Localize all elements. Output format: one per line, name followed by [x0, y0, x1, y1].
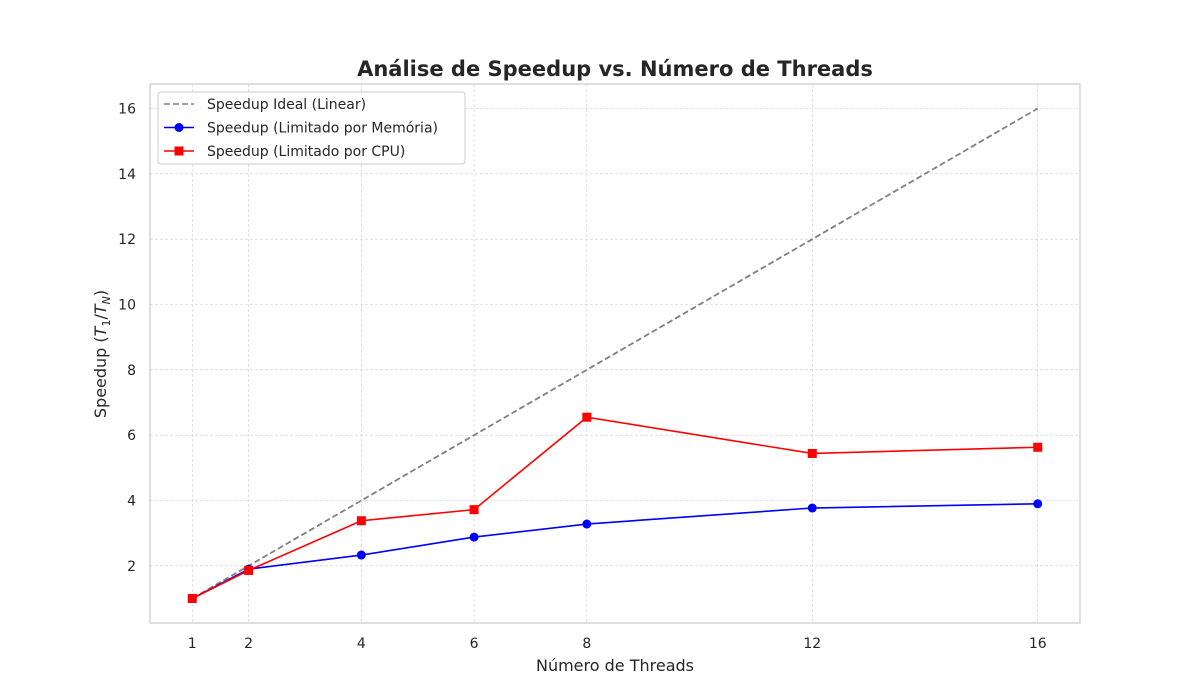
data-point-circle	[469, 532, 479, 542]
y-tick-label: 2	[127, 559, 136, 575]
series-2	[187, 412, 1043, 603]
y-tick-label: 14	[118, 167, 136, 183]
data-point-square	[582, 412, 592, 422]
x-tick-label: 1	[188, 636, 197, 652]
chart-title: Análise de Speedup vs. Número de Threads	[357, 57, 873, 81]
data-point-square	[807, 448, 817, 458]
plot-frame	[149, 83, 1081, 624]
y-axis-label: Speedup (T1/TN)	[91, 290, 113, 418]
legend-label: Speedup (Limitado por Memória)	[207, 121, 438, 137]
y-tick-label: 10	[118, 298, 136, 314]
x-tick-label: 2	[244, 636, 253, 652]
x-tick-label: 12	[803, 636, 821, 652]
data-point-circle	[356, 550, 366, 560]
grid-layer	[150, 84, 1080, 623]
data-point-circle	[1033, 499, 1043, 509]
data-point-circle	[807, 503, 817, 513]
data-point-square	[244, 565, 254, 575]
x-axis-label: Número de Threads	[536, 656, 694, 675]
x-tick-label: 4	[357, 636, 366, 652]
series-line	[191, 107, 1039, 600]
legend-item: Speedup (Limitado por CPU)	[164, 144, 405, 160]
x-tick-label: 16	[1029, 636, 1047, 652]
legend-label: Speedup (Limitado por CPU)	[207, 144, 405, 160]
x-tick-label: 8	[582, 636, 591, 652]
data-point-square	[187, 594, 197, 603]
data-point-square	[1033, 442, 1043, 452]
y-tick-label: 8	[127, 363, 136, 379]
y-axis-label-prefix: Speedup (	[91, 336, 110, 418]
legend-marker	[174, 123, 184, 132]
data-point-square	[469, 505, 479, 515]
y-axis-label-slash: /	[91, 314, 110, 320]
y-tick-label: 4	[127, 494, 136, 510]
series-0	[191, 107, 1039, 600]
y-axis-label-t1: T	[91, 325, 110, 336]
y-axis-label-tn: T	[91, 303, 110, 314]
legend: Speedup Ideal (Linear) Speedup (Limitado …	[157, 91, 466, 165]
legend-item: Speedup (Limitado por Memória)	[164, 121, 438, 137]
series-layer	[187, 107, 1043, 603]
x-tick-label: 6	[470, 636, 479, 652]
series-line	[191, 416, 1038, 600]
data-point-square	[356, 516, 366, 526]
y-axis-label-sub1: 1	[100, 320, 113, 327]
data-point-circle	[582, 519, 592, 529]
y-tick-label: 6	[127, 428, 136, 444]
y-tick-label: 16	[118, 102, 136, 118]
legend-item: Speedup Ideal (Linear)	[164, 97, 366, 113]
legend-label: Speedup Ideal (Linear)	[207, 97, 366, 113]
legend-box	[157, 91, 466, 165]
y-tick-label: 12	[118, 232, 136, 248]
series-1	[187, 499, 1043, 603]
legend-marker	[174, 146, 184, 156]
series-line	[191, 502, 1038, 600]
y-axis-label-subn: N	[100, 296, 113, 304]
y-axis-label-suffix: )	[91, 290, 110, 296]
